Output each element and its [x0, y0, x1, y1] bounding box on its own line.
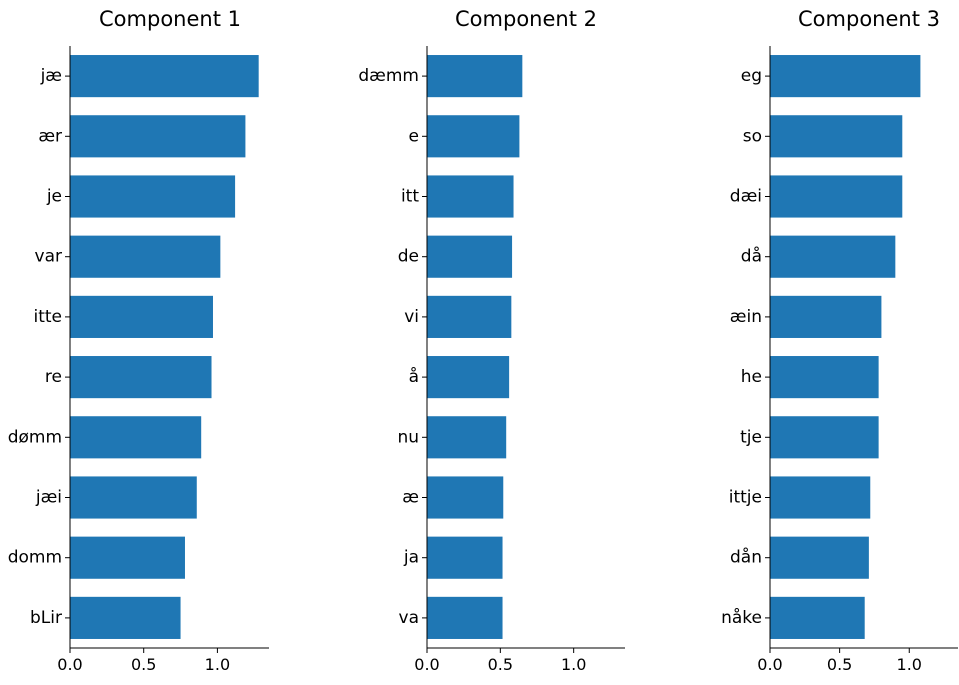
x-tick-label: 0.0	[57, 655, 82, 674]
bar	[70, 55, 259, 98]
bar	[770, 476, 871, 519]
category-label: nu	[397, 427, 419, 447]
x-tick-label: 0.0	[757, 655, 782, 674]
bar	[70, 235, 221, 278]
panel-component-3: Component 3 eg so dæi då æin he tje ittje dån nåke…	[721, 7, 958, 674]
category-label: var	[35, 247, 62, 267]
category-label: vi	[404, 307, 419, 327]
bar	[770, 356, 879, 399]
category-label: je	[46, 187, 62, 207]
bar	[770, 55, 921, 98]
category-label: e	[409, 126, 419, 146]
panel-component-1: Component 1 jæ ær je var itte re dømm jæi domm bLi…	[8, 7, 269, 674]
x-tick-label: 1.0	[561, 655, 586, 674]
category-label: æ	[402, 488, 419, 508]
bar	[70, 536, 185, 579]
bar	[770, 175, 903, 218]
category-label: dæi	[730, 187, 762, 207]
category-label: itt	[401, 187, 419, 207]
category-label: dømm	[8, 427, 62, 447]
category-label: itte	[33, 307, 62, 327]
category-label: domm	[8, 548, 62, 568]
bar	[70, 356, 212, 399]
category-label: ja	[403, 548, 419, 568]
bar	[427, 55, 523, 98]
category-label: he	[741, 367, 762, 387]
bar	[70, 596, 181, 639]
bar	[427, 536, 503, 579]
bar	[427, 356, 510, 399]
category-label: dån	[730, 547, 762, 568]
category-label: ittje	[729, 488, 762, 508]
x-tick-label: 0.5	[827, 655, 852, 674]
bar	[427, 476, 504, 519]
panel-component-2: Component 2 dæmm e itt de vi å nu æ ja va 0.0 0.5 1.0	[358, 7, 625, 674]
panel-title: Component 2	[455, 7, 597, 31]
category-label: eg	[741, 66, 762, 86]
category-label: då	[741, 246, 762, 267]
bar	[70, 175, 236, 218]
category-label: jæi	[35, 488, 62, 508]
bar	[770, 235, 896, 278]
bar	[427, 175, 514, 218]
x-tick-label: 0.5	[488, 655, 513, 674]
bar	[770, 596, 865, 639]
panel-title: Component 1	[99, 7, 241, 31]
bar	[70, 295, 213, 338]
category-label: bLir	[30, 608, 62, 628]
bar	[770, 115, 903, 158]
panel-title: Component 3	[798, 7, 940, 31]
bar	[770, 295, 882, 338]
x-tick-label: 1.0	[897, 655, 922, 674]
category-label: å	[409, 366, 419, 387]
category-label: jæ	[40, 66, 62, 86]
bar	[70, 416, 202, 459]
category-label: va	[399, 608, 419, 628]
bar	[427, 596, 503, 639]
category-label: ær	[38, 126, 62, 146]
category-label: tje	[740, 427, 762, 447]
bar	[770, 536, 869, 579]
x-tick-label: 1.0	[205, 655, 230, 674]
bar	[427, 416, 507, 459]
bar	[770, 416, 879, 459]
bar	[427, 235, 513, 278]
category-label: re	[45, 367, 62, 387]
x-tick-label: 0.0	[414, 655, 439, 674]
category-label: æin	[730, 307, 762, 327]
bar	[70, 115, 246, 158]
bar	[427, 115, 520, 158]
bar	[427, 295, 512, 338]
category-label: nåke	[721, 607, 762, 628]
category-label: de	[398, 247, 419, 267]
x-tick-label: 0.5	[131, 655, 156, 674]
bar	[70, 476, 197, 519]
category-label: so	[743, 126, 762, 146]
category-label: dæmm	[358, 66, 419, 86]
